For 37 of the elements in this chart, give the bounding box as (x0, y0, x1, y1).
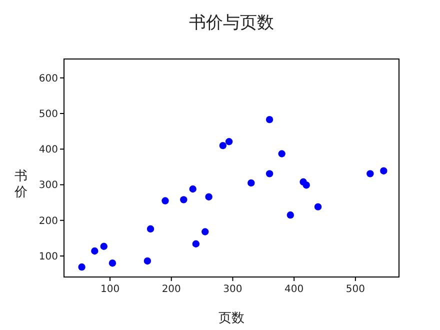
point (219, 142, 227, 150)
y-axis-title: 书价 (14, 169, 28, 200)
x-tick-label: 400 (284, 284, 304, 295)
point (248, 179, 255, 187)
point (100, 242, 108, 250)
point (162, 197, 169, 204)
point (366, 170, 374, 178)
point (144, 257, 152, 265)
point (108, 260, 116, 267)
x-tick-label: 300 (223, 284, 242, 295)
point (189, 185, 196, 193)
point (180, 196, 188, 204)
x-tick-label: 200 (162, 284, 181, 295)
point (192, 240, 200, 248)
x-tick-label: 100 (100, 284, 120, 295)
y-tick-label: 600 (38, 73, 58, 84)
point (91, 247, 98, 255)
point (78, 263, 86, 271)
y-tick-label: 300 (38, 180, 58, 192)
point (302, 182, 310, 189)
y-tick-label: 500 (38, 109, 58, 120)
point (278, 150, 286, 158)
point (205, 193, 212, 200)
point (266, 170, 274, 178)
point (314, 203, 322, 210)
point (225, 138, 233, 146)
point (286, 211, 294, 219)
point (146, 225, 154, 233)
chart-title: 书价与页数 (189, 13, 274, 33)
x-axis-title: 页数 (218, 311, 244, 326)
y-tick-label: 200 (38, 216, 58, 227)
y-tick-label: 100 (38, 251, 58, 262)
point (380, 167, 388, 174)
x-tick-label: 500 (346, 284, 365, 295)
y-tick-label: 400 (38, 144, 58, 156)
point (266, 116, 274, 124)
point (202, 228, 209, 236)
